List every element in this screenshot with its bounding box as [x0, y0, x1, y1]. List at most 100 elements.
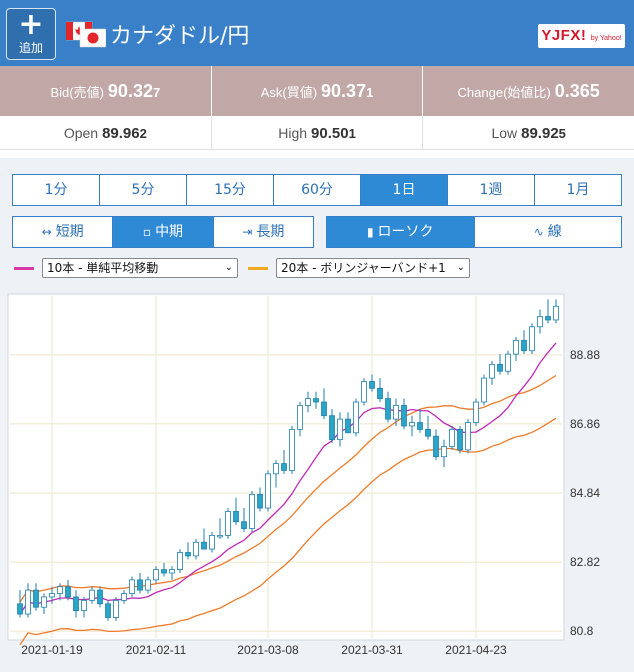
range-mid-icon: ▫ — [142, 225, 152, 239]
candle-body — [417, 422, 423, 430]
candle-body — [153, 569, 159, 581]
candle-body — [73, 596, 79, 612]
currency-flags-icon — [66, 21, 106, 48]
range-mid-label: 中期 — [155, 224, 184, 240]
line-chart-button[interactable]: ∿ 線 — [475, 217, 622, 247]
candle-body — [497, 364, 503, 372]
y-tick-label: 80.8 — [570, 624, 594, 638]
range-short-button[interactable]: ↔ 短期 — [13, 217, 114, 247]
x-tick-label: 2021-04-23 — [445, 643, 507, 657]
high-label: High — [278, 125, 308, 141]
open-label: Open — [63, 125, 99, 141]
x-tick-label: 2021-01-19 — [21, 643, 83, 657]
candle-body — [489, 364, 495, 379]
ask-label: Ask(買値) — [260, 85, 318, 100]
ask-value: 90.37 — [321, 81, 367, 101]
tab-60min[interactable]: 60分 — [274, 175, 361, 205]
candle-body — [369, 381, 375, 389]
indicator-2-select[interactable]: 20本 - ボリンジャーバンド+1 ⌄ — [276, 258, 470, 278]
indicator-2: 20本 - ボリンジャーバンド+1 ⌄ — [248, 258, 472, 278]
candle-body — [313, 398, 319, 403]
candle-body — [65, 586, 71, 598]
candle-body — [377, 387, 383, 399]
open-pip: 2 — [139, 126, 147, 141]
bid-label: Bid(売値) — [50, 85, 104, 100]
tab-1day[interactable]: 1日 — [361, 175, 448, 205]
chevron-down-icon: ⌄ — [456, 262, 465, 273]
tab-1min[interactable]: 1分 — [13, 175, 100, 205]
candle-body — [481, 377, 487, 403]
plus-icon: + — [18, 7, 44, 42]
candle-body — [393, 405, 399, 420]
chart-svg: 88.88 86.86 84.84 82.82 80.8 2021-01-19 2021-… — [6, 292, 628, 658]
candle-body — [273, 463, 279, 475]
candle-body — [521, 340, 527, 352]
candle-body — [289, 428, 295, 471]
candle-body — [193, 541, 199, 557]
range-mid-button[interactable]: ▫ 中期 — [113, 217, 214, 247]
candle-body — [305, 398, 311, 406]
candle-body — [161, 569, 167, 574]
low-pip: 5 — [558, 126, 566, 141]
low-cell: Low 89.925 — [423, 116, 634, 149]
candle-body — [537, 316, 543, 328]
candle-body — [457, 428, 463, 451]
candle-body — [353, 401, 359, 434]
range-short-label: 短期 — [55, 224, 84, 240]
high-pip: 1 — [348, 126, 356, 141]
line-chart-label: 線 — [547, 224, 562, 240]
tab-1month[interactable]: 1月 — [566, 182, 590, 198]
candle-body — [201, 541, 207, 550]
indicator-2-swatch — [248, 267, 268, 270]
logo-sub: by Yahoo! — [590, 35, 622, 42]
indicator-1-select[interactable]: 10本 - 単純平均移動 ⌄ — [42, 258, 238, 278]
candle-body — [225, 511, 231, 536]
ask-pip: 1 — [366, 85, 374, 100]
candle-body — [41, 596, 47, 608]
candle-body — [361, 381, 367, 403]
change-value: 0.365 — [554, 81, 600, 101]
high-cell: High 90.501 — [212, 116, 424, 149]
chart-type-tabs: ▮ ローソク ∿ 線 — [326, 216, 622, 248]
x-tick-label: 2021-03-08 — [237, 643, 299, 657]
candle-body — [433, 435, 439, 458]
candlestick-chart[interactable]: 88.88 86.86 84.84 82.82 80.8 2021-01-19 2021-… — [6, 292, 628, 658]
candle-body — [345, 418, 351, 434]
pair-title: カナダドル/円 — [110, 24, 250, 49]
candle-body — [513, 340, 519, 355]
y-tick-label: 86.86 — [570, 417, 600, 431]
line-chart-icon: ∿ — [533, 225, 544, 239]
candle-body — [185, 552, 191, 557]
candle-body — [17, 603, 23, 615]
y-tick-label: 84.84 — [570, 486, 600, 500]
candle-body — [281, 463, 287, 471]
add-button[interactable]: + 追加 — [6, 8, 56, 60]
candle-body — [449, 428, 455, 447]
candle-body — [249, 493, 255, 529]
bid-cell: Bid(売値) 90.327 — [0, 66, 212, 116]
logo-text: YJFX! — [541, 27, 587, 44]
x-tick-label: 2021-03-31 — [341, 643, 403, 657]
candle-body — [505, 353, 511, 372]
range-long-icon: ⇥ — [242, 225, 253, 239]
high-value: 90.50 — [311, 125, 349, 142]
candle-body — [321, 401, 327, 417]
tab-15min[interactable]: 15分 — [187, 175, 274, 205]
range-long-button[interactable]: ⇥ 長期 — [214, 217, 313, 247]
candle-body — [33, 589, 39, 608]
tab-5min[interactable]: 5分 — [100, 175, 187, 205]
candle-body — [233, 511, 239, 523]
y-tick-label: 82.82 — [570, 555, 600, 569]
candlestick-button[interactable]: ▮ ローソク — [327, 217, 475, 247]
tab-1week[interactable]: 1週 — [448, 175, 535, 205]
low-value: 89.92 — [521, 125, 559, 142]
candle-body — [169, 569, 175, 574]
candle-body — [209, 534, 215, 550]
candle-body — [265, 473, 271, 509]
candle-body — [177, 552, 183, 571]
open-cell: Open 89.962 — [0, 116, 212, 149]
indicator-1-swatch — [14, 267, 34, 270]
candle-body — [297, 405, 303, 430]
candle-body — [49, 593, 55, 598]
candle-body — [25, 589, 31, 615]
